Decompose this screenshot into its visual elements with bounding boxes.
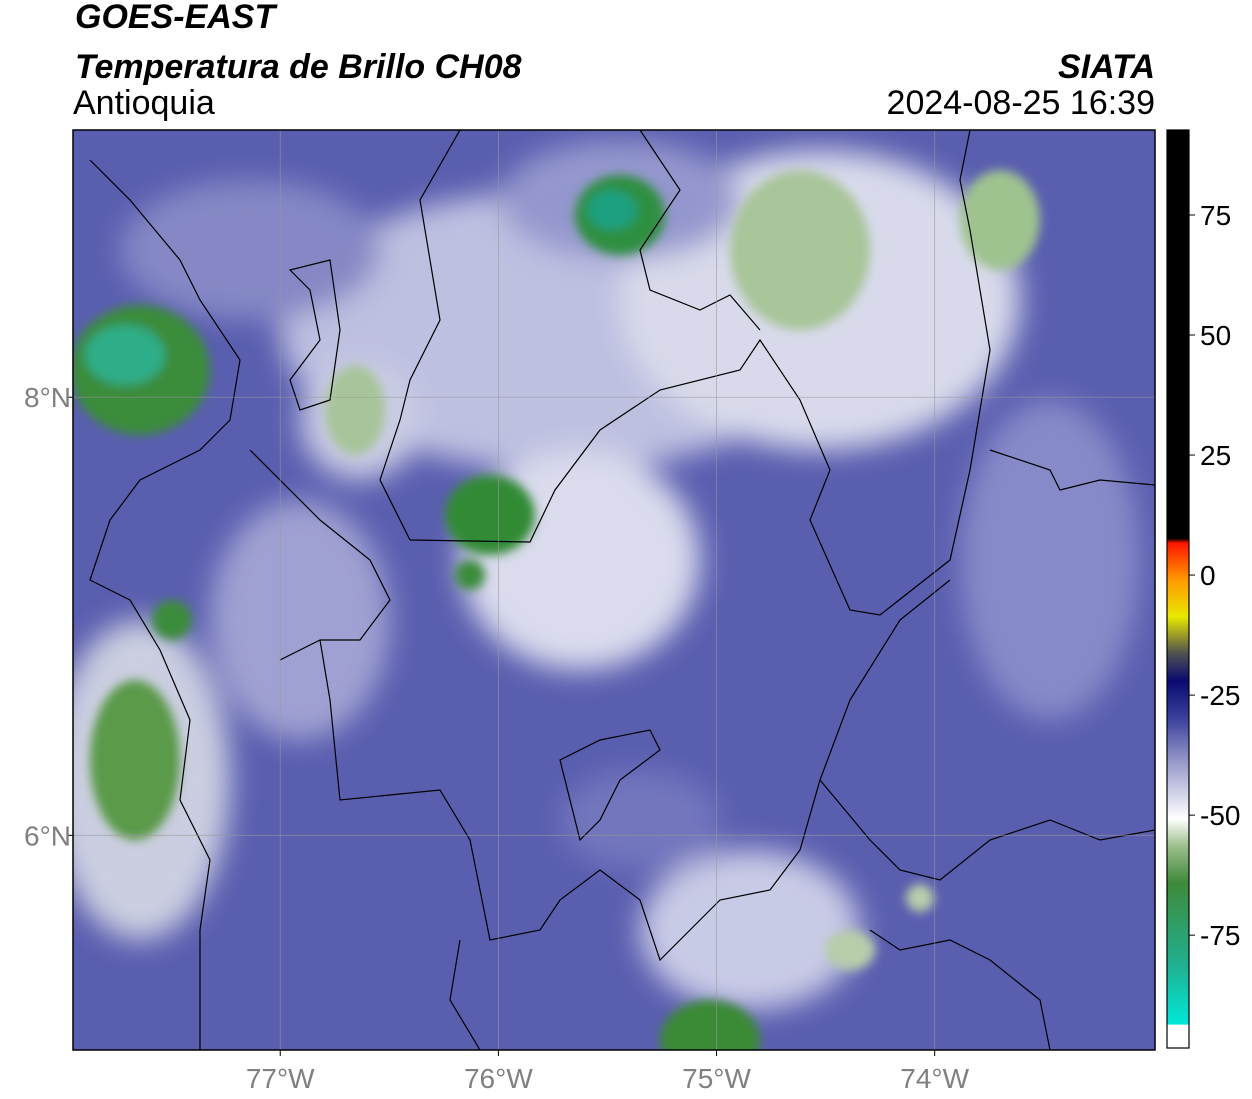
colorbar-tick-label: 25: [1200, 440, 1231, 471]
lon-tick-label: 74°W: [900, 1063, 969, 1094]
colorbar-tick-label: 50: [1200, 320, 1231, 351]
lon-tick-label: 77°W: [246, 1063, 315, 1094]
region-label: Antioquia: [73, 84, 215, 122]
colorbar-tick-label: -50: [1200, 800, 1240, 831]
graticule: 77°W 76°W 75°W 74°W 8°N 6°N: [24, 130, 1155, 1094]
lat-tick-label: 6°N: [24, 820, 71, 851]
lon-tick-label: 75°W: [682, 1063, 751, 1094]
colorbar-tick-label: -75: [1200, 920, 1240, 951]
satellite-image: [73, 130, 1155, 1050]
colorbar-tick-label: 0: [1200, 560, 1216, 591]
colorbar-tick-label: 75: [1200, 200, 1231, 231]
satellite-title: GOES-EAST: [75, 0, 278, 36]
colorbar: [1166, 129, 1190, 1049]
product-title: Temperatura de Brillo CH08: [75, 48, 522, 86]
lon-tick-label: 76°W: [464, 1063, 533, 1094]
lat-tick-label: 8°N: [24, 382, 71, 413]
colorbar-ticks: -75 -50 -25 0 25 50 75: [1189, 200, 1240, 951]
datetime-label: 2024-08-25 16:39: [887, 84, 1155, 122]
map-frame: [72, 129, 1156, 1051]
colorbar-tick-label: -25: [1200, 680, 1240, 711]
source-label: SIATA: [1058, 48, 1155, 86]
